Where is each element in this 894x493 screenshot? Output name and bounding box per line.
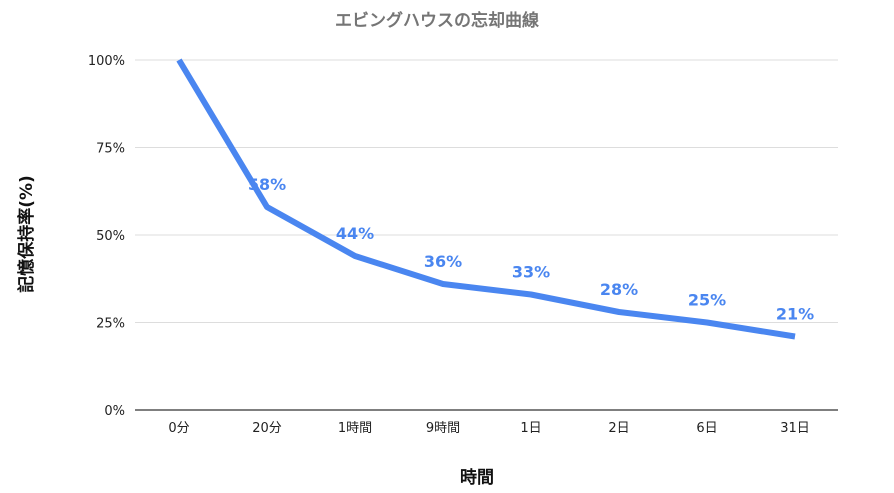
data-label: 58% xyxy=(248,175,286,194)
y-tick-label: 100% xyxy=(88,54,125,69)
y-tick-label: 75% xyxy=(96,142,125,157)
x-axis-tick-labels: 0分 20分 1時間 9時間 1日 2日 6日 31日 xyxy=(168,421,809,436)
data-label: 33% xyxy=(512,263,550,282)
x-tick-label: 6日 xyxy=(696,421,717,436)
x-tick-label: 9時間 xyxy=(426,421,460,436)
data-labels: 58% 44% 36% 33% 28% 25% 21% xyxy=(248,175,814,324)
y-tick-label: 0% xyxy=(104,404,125,419)
series-layer xyxy=(176,58,796,340)
data-label: 44% xyxy=(336,224,374,243)
y-tick-label: 50% xyxy=(96,229,125,244)
data-label: 21% xyxy=(776,305,814,324)
x-tick-label: 1日 xyxy=(520,421,541,436)
data-label: 28% xyxy=(600,280,638,299)
data-label: 36% xyxy=(424,252,462,271)
y-tick-label: 25% xyxy=(96,317,125,332)
x-axis-title: 時間 xyxy=(460,467,494,488)
x-tick-label: 20分 xyxy=(252,421,282,436)
y-axis-title: 記憶保持率(%) xyxy=(16,175,37,293)
data-label: 25% xyxy=(688,291,726,310)
x-tick-label: 0分 xyxy=(168,421,189,436)
x-tick-label: 2日 xyxy=(608,421,629,436)
chart-title: エビングハウスの忘却曲線 xyxy=(335,10,539,31)
x-tick-label: 31日 xyxy=(780,421,810,436)
grid-lines xyxy=(135,59,838,411)
y-axis-tick-labels: 0% 25% 50% 75% 100% xyxy=(88,54,125,419)
series-line xyxy=(176,58,796,340)
x-tick-label: 1時間 xyxy=(338,421,372,436)
